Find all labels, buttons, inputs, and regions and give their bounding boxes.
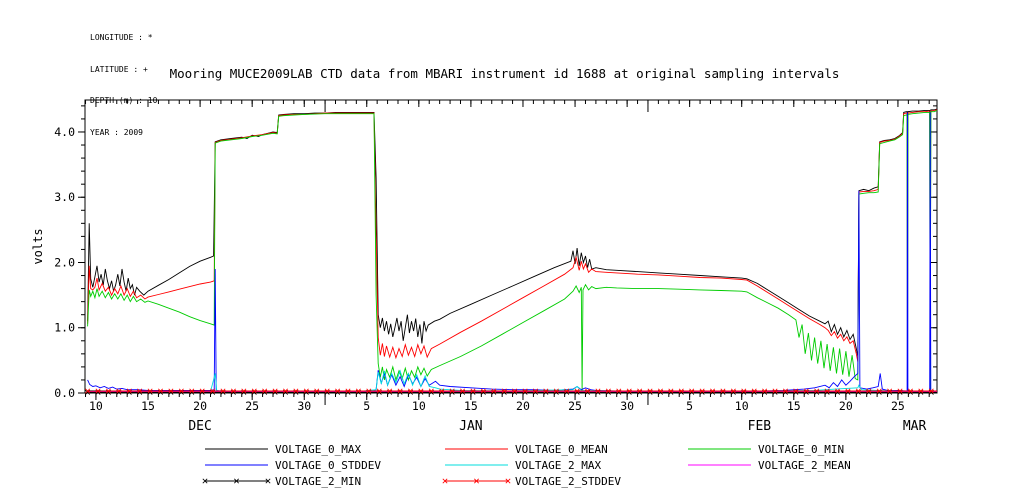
x-tick-label: 20 — [193, 399, 207, 413]
legend-item-voltage_0_max: VOLTAGE_0_MAX — [205, 443, 361, 456]
y-axis-title: volts — [31, 228, 45, 264]
series-voltage_0_mean — [87, 109, 938, 362]
axes: 10 15 20 25 30 5 10 15 20 25 30 5 10 15 20 25 DEC JAN FEB M… — [54, 99, 938, 434]
y-tick-label: 4.0 — [54, 125, 75, 139]
x-tick-label: 15 — [787, 399, 801, 413]
x-tick-label: 20 — [516, 399, 530, 413]
legend-item-voltage_0_mean: VOLTAGE_0_MEAN — [445, 443, 608, 456]
legend-label: VOLTAGE_0_MAX — [275, 443, 361, 456]
legend: VOLTAGE_0_MAX VOLTAGE_0_MEAN VOLTAGE_0_MIN… — [202, 443, 851, 488]
legend-label: VOLTAGE_0_STDDEV — [275, 459, 381, 472]
latitude-label: LATITUDE : + — [90, 64, 148, 74]
series-voltage_2_stddev — [85, 388, 937, 394]
legend-item-voltage_0_min: VOLTAGE_0_MIN — [688, 443, 844, 456]
x-tick-label: 10 — [412, 399, 426, 413]
legend-label: VOLTAGE_2_MAX — [515, 459, 601, 472]
month-label: JAN — [459, 419, 482, 434]
legend-label: VOLTAGE_2_MEAN — [758, 459, 851, 472]
x-tick-label: 30 — [620, 399, 634, 413]
y-tick-label: 3.0 — [54, 190, 75, 204]
legend-item-voltage_2_stddev: VOLTAGE_2_STDDEV — [442, 475, 621, 488]
month-label: DEC — [188, 419, 211, 434]
legend-item-voltage_2_mean: VOLTAGE_2_MEAN — [688, 459, 851, 472]
chart-title: Mooring MUCE2009LAB CTD data from MBARI … — [169, 66, 840, 81]
x-tick-label: 30 — [297, 399, 311, 413]
y-tick-label: 0.0 — [54, 386, 75, 400]
x-tick-label: 10 — [735, 399, 749, 413]
series-voltage_0_min — [87, 109, 938, 394]
legend-label: VOLTAGE_0_MIN — [758, 443, 844, 456]
series-voltage_0_max — [87, 108, 938, 392]
legend-item-voltage_0_stddev: VOLTAGE_0_STDDEV — [205, 459, 381, 472]
legend-label: VOLTAGE_0_MEAN — [515, 443, 608, 456]
series-group — [85, 108, 938, 395]
x-tick-label: 5 — [363, 399, 370, 413]
x-tick-label: 25 — [568, 399, 582, 413]
plot-frame — [84, 99, 938, 394]
legend-label: VOLTAGE_2_MIN — [275, 475, 361, 488]
month-label: MAR — [903, 419, 927, 434]
year-label: YEAR : 2009 — [90, 127, 143, 137]
longitude-label: LONGITUDE : * — [90, 33, 153, 42]
legend-label: VOLTAGE_2_STDDEV — [515, 475, 621, 488]
x-tick-label: 25 — [245, 399, 259, 413]
legend-item-voltage_2_max: VOLTAGE_2_MAX — [445, 459, 601, 472]
legend-item-voltage_2_min: VOLTAGE_2_MIN — [202, 475, 361, 488]
x-tick-label: 10 — [89, 399, 103, 413]
x-tick-label: 25 — [891, 399, 905, 413]
month-label: FEB — [748, 419, 772, 434]
y-tick-label: 1.0 — [54, 321, 75, 335]
x-tick-label: 15 — [141, 399, 155, 413]
x-tick-label: 15 — [464, 399, 478, 413]
x-tick-label: 20 — [839, 399, 853, 413]
y-tick-label: 2.0 — [54, 255, 75, 269]
x-tick-label: 5 — [686, 399, 693, 413]
